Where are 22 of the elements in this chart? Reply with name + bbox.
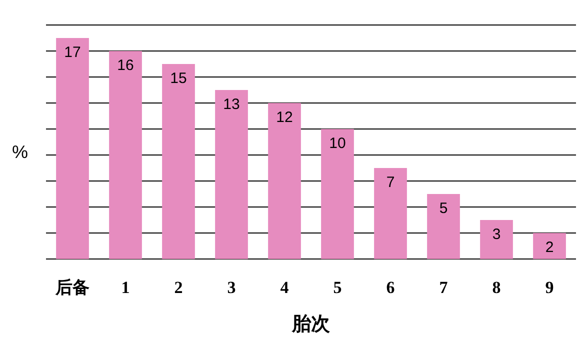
data-label: 16 xyxy=(117,57,134,74)
y-axis-title: % xyxy=(12,142,28,162)
x-tick-label: 6 xyxy=(386,278,395,297)
x-tick-label: 9 xyxy=(545,278,554,297)
data-label: 13 xyxy=(223,96,240,113)
data-label: 17 xyxy=(64,44,81,61)
x-tick-label: 7 xyxy=(439,278,448,297)
data-label: 7 xyxy=(386,174,395,191)
x-tick-label: 5 xyxy=(333,278,342,297)
x-tick-label: 2 xyxy=(174,278,183,297)
x-tick-label: 8 xyxy=(492,278,501,297)
data-label: 10 xyxy=(329,135,346,152)
data-label: 5 xyxy=(439,200,448,217)
data-label: 12 xyxy=(276,109,293,126)
data-label: 2 xyxy=(545,239,554,256)
x-axis-title: 胎次 xyxy=(291,313,331,335)
x-tick-label: 后备 xyxy=(54,278,90,297)
x-tick-label: 4 xyxy=(280,278,290,297)
x-tick-label: 3 xyxy=(227,278,236,297)
data-label: 3 xyxy=(492,226,501,243)
data-label: 15 xyxy=(170,70,187,87)
x-tick-label: 1 xyxy=(121,278,130,297)
